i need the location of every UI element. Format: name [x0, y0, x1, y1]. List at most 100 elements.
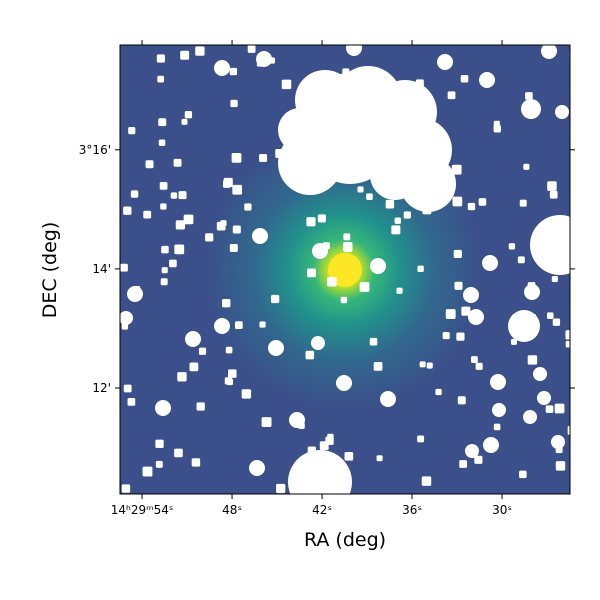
mask	[328, 115, 337, 124]
mask	[184, 111, 193, 119]
mask	[123, 206, 132, 215]
mask	[259, 321, 266, 328]
mask	[343, 243, 352, 253]
mask	[159, 182, 168, 190]
mask	[318, 78, 329, 89]
mask	[244, 203, 252, 211]
mask	[120, 263, 128, 272]
mask	[225, 346, 233, 354]
mask	[527, 355, 538, 365]
mask	[327, 276, 337, 287]
mask	[339, 73, 348, 82]
mask	[180, 50, 190, 60]
mask	[372, 263, 379, 271]
mask	[276, 483, 286, 494]
mask	[224, 377, 232, 385]
mask	[373, 361, 383, 371]
mask	[546, 312, 554, 320]
mask	[437, 54, 453, 70]
mask	[342, 68, 350, 76]
mask	[214, 318, 230, 334]
x-tick-label: 30ˢ	[492, 503, 512, 517]
mask	[326, 479, 336, 489]
mask	[376, 455, 383, 462]
mask	[483, 437, 499, 453]
mask	[161, 267, 168, 274]
mask	[175, 220, 186, 230]
mask	[478, 198, 487, 206]
mask	[329, 157, 339, 167]
mask	[519, 470, 527, 479]
mask	[183, 214, 194, 225]
mask	[307, 446, 316, 455]
mask	[463, 287, 479, 303]
mask	[317, 214, 326, 223]
mask	[247, 45, 256, 53]
mask	[366, 193, 373, 200]
mask	[521, 99, 541, 119]
mask	[232, 225, 241, 234]
mask	[530, 215, 570, 275]
mask	[459, 460, 468, 468]
mask	[275, 149, 285, 158]
mask	[549, 190, 558, 199]
mask	[205, 233, 214, 242]
mask	[493, 423, 501, 431]
mask	[551, 275, 558, 283]
mask	[222, 180, 231, 188]
mask	[547, 181, 557, 191]
mask	[261, 417, 272, 428]
mask	[185, 331, 201, 347]
mask	[435, 388, 442, 396]
mask	[161, 245, 169, 254]
mask	[383, 104, 393, 114]
mask	[142, 466, 153, 477]
mask	[421, 476, 432, 486]
mask	[155, 460, 163, 468]
mask	[155, 400, 171, 416]
mask	[519, 199, 527, 207]
mask	[396, 287, 403, 294]
mask	[158, 139, 166, 147]
mask	[222, 298, 231, 308]
mask	[305, 185, 315, 195]
mask	[189, 362, 199, 372]
mask	[344, 451, 354, 461]
mask	[403, 211, 411, 219]
mask	[230, 99, 238, 108]
mask	[234, 321, 243, 329]
y-tick-label: 12'	[92, 381, 111, 395]
mask	[461, 306, 471, 316]
mask	[127, 397, 136, 406]
mask	[465, 444, 479, 458]
mask	[394, 217, 401, 224]
mask	[417, 435, 425, 443]
sky-image	[120, 45, 570, 494]
mask	[369, 337, 378, 346]
mask	[271, 294, 280, 304]
mask	[198, 347, 207, 355]
mask	[451, 164, 462, 175]
y-axis-label: DEC (deg)	[39, 222, 61, 319]
x-tick-label: 36ˢ	[402, 503, 422, 517]
mask	[311, 336, 325, 350]
mask	[123, 384, 132, 393]
mask	[196, 402, 205, 411]
mask	[359, 282, 370, 292]
mask	[554, 403, 565, 414]
mask	[231, 152, 242, 163]
mask	[442, 331, 450, 340]
mask	[555, 446, 563, 454]
mask	[298, 422, 305, 429]
mask	[475, 362, 483, 370]
mask	[527, 282, 536, 290]
mask	[191, 458, 201, 467]
mask	[169, 259, 177, 268]
mask	[177, 372, 187, 382]
mask	[249, 460, 265, 476]
mask	[120, 311, 133, 325]
mask	[533, 367, 547, 381]
mask	[336, 375, 352, 391]
